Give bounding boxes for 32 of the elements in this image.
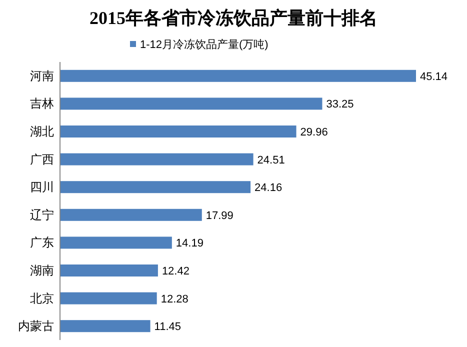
data-label: 24.51: [257, 154, 285, 166]
bar: [60, 320, 150, 332]
bar: [60, 181, 251, 194]
data-label: 24.16: [254, 182, 282, 194]
y-tick-label: 湖北: [30, 124, 54, 138]
y-tick-label: 北京: [30, 291, 54, 306]
y-tick-label: 湖南: [30, 264, 54, 278]
data-label: 33.25: [326, 98, 354, 111]
legend-label: 1-12月冷冻饮品产量(万吨): [140, 38, 268, 51]
y-tick-label: 吉林: [30, 96, 54, 111]
bar: [60, 292, 157, 304]
bar: [60, 126, 296, 138]
data-label: 14.19: [176, 238, 204, 250]
data-label: 11.45: [154, 321, 182, 334]
y-tick-label: 内蒙古: [18, 319, 54, 334]
y-tick-label: 广东: [30, 236, 54, 250]
chart-title: 2015年各省市冷冻饮品产量前十排名: [90, 8, 378, 28]
data-label: 17.99: [206, 210, 234, 222]
y-tick-label: 辽宁: [30, 208, 54, 222]
y-tick-label: 广西: [30, 152, 54, 166]
data-label: 29.96: [300, 126, 328, 138]
bar: [60, 236, 172, 249]
data-label: 12.28: [160, 293, 188, 306]
y-tick-label: 四川: [30, 180, 54, 194]
bar: [60, 98, 322, 110]
data-label: 12.42: [162, 266, 190, 278]
bar: [60, 70, 416, 82]
y-tick-label: 河南: [30, 68, 54, 83]
bar: [60, 264, 158, 276]
data-label: 45.14: [420, 70, 448, 83]
bar: [60, 153, 254, 166]
bar: [60, 208, 202, 221]
